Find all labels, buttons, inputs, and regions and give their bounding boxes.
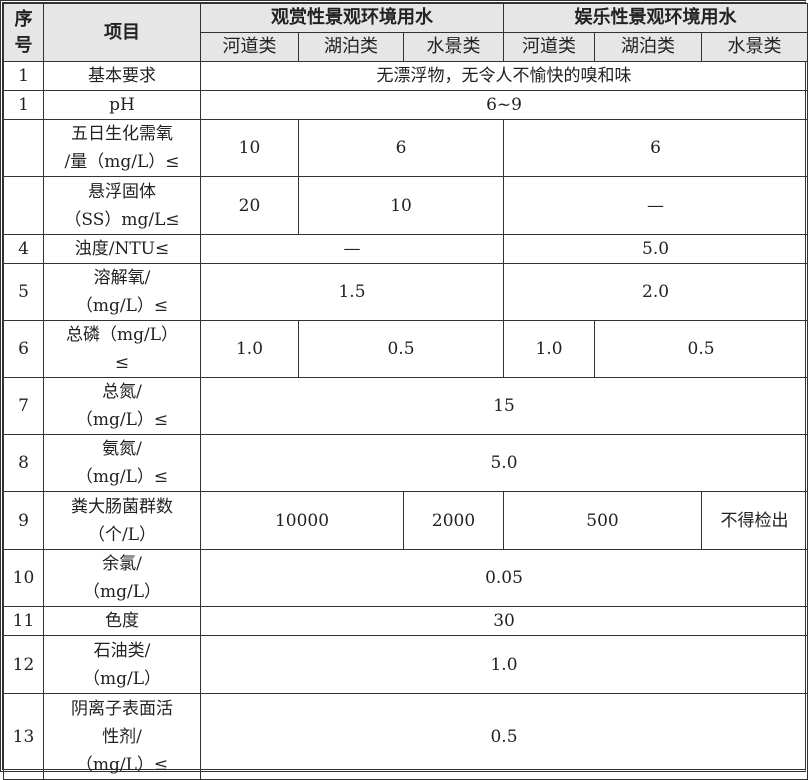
row-item: 色度 <box>43 606 201 636</box>
table-row: 5 溶解氧/ （mg/L）≤ 1.5 2.0 <box>3 263 809 321</box>
row-number: 7 <box>3 377 44 435</box>
header-item: 项目 <box>43 3 201 62</box>
row-item: 阴离子表面活 性剂/ （mg/L）≤ <box>43 693 201 780</box>
row-item: 溶解氧/ （mg/L）≤ <box>43 263 201 321</box>
row-value: 1.0 <box>200 320 299 378</box>
table-row: 6 总磷（mg/L） ≤1.0 0.5 1.0 0.5 <box>3 320 809 378</box>
row-number: 11 <box>3 606 44 636</box>
header-row-groups: 序 号 项目 观赏性景观环境用水 娱乐性景观环境用水 <box>3 3 809 62</box>
row-value: 5.0 <box>199 434 809 492</box>
table-row: 10 余氯/ （mg/L） 0.05 <box>3 549 809 607</box>
row-value: 10000 <box>200 491 404 550</box>
row-item: 五日生化需氧 /量（mg/L）≤ <box>43 119 201 177</box>
row-number <box>3 119 44 177</box>
row-value: 6~9 <box>199 90 809 120</box>
row-number: 4 <box>3 234 44 264</box>
header-row-subcols: 河道类 湖泊类 水景类 河道类 湖泊类 水景类 <box>4 32 809 62</box>
table-body: 1 基本要求 无漂浮物，无令人不愉快的嗅和味 1 pH 6~9 五日生化需氧 /量（mg/L… <box>3 61 809 780</box>
row-item: 总磷（mg/L） ≤ <box>43 320 201 378</box>
row-value: 1.0 <box>199 635 809 694</box>
row-value: 5.0 <box>503 234 809 264</box>
header-subcol: 水景类 <box>701 32 809 62</box>
row-item: 浊度/NTU≤ <box>43 234 201 264</box>
header-subcol: 湖泊类 <box>594 32 703 62</box>
row-item: 石油类/ （mg/L） <box>43 635 201 694</box>
header-subcol: 湖泊类 <box>298 32 404 62</box>
row-value: 1.5 <box>199 263 505 321</box>
table-row: 五日生化需氧 /量（mg/L）≤ 10 6 6 <box>3 119 809 177</box>
header-subcol: 河道类 <box>200 32 299 62</box>
row-number: 5 <box>3 263 44 321</box>
row-value: — <box>503 176 809 235</box>
table-row: 13 阴离子表面活 性剂/ （mg/L）≤ 0.5 <box>3 693 809 780</box>
row-value: — <box>199 234 505 264</box>
table-row: 12 石油类/ （mg/L） 1.0 <box>3 635 809 694</box>
row-number: 6 <box>3 320 44 378</box>
row-value: 0.5 <box>199 693 809 780</box>
row-value: 6 <box>297 119 505 177</box>
row-item: pH <box>43 90 201 120</box>
table-row: 4 浊度/NTU≤ —5.0 <box>3 234 809 264</box>
row-value: 30 <box>199 606 809 636</box>
row-value: 500 <box>503 491 703 550</box>
row-value: 1.0 <box>503 320 596 378</box>
row-number: 1 <box>3 61 44 91</box>
row-number <box>3 176 44 235</box>
row-value: 10 <box>297 176 505 235</box>
row-number: 13 <box>3 693 44 780</box>
header-number: 序 号 <box>3 3 44 62</box>
row-number: 8 <box>3 434 44 492</box>
table-row: 1 pH 6~9 <box>3 90 809 120</box>
row-value: 6 <box>503 119 809 177</box>
row-number: 10 <box>3 549 44 607</box>
row-item: 总氮/ （mg/L）≤ <box>43 377 201 435</box>
table-row: 9 粪大肠菌群数 （个/L） 10000 2000 500 不得检出 <box>3 491 809 550</box>
row-number: 12 <box>3 635 44 694</box>
header-group-recreational: 娱乐性景观环境用水 <box>503 3 809 33</box>
row-value: 0.05 <box>199 549 809 607</box>
header-group-ornamental: 观赏性景观环境用水 <box>199 3 505 33</box>
table-row: 11 色度 30 <box>3 606 809 636</box>
row-value: 不得检出 <box>701 491 809 550</box>
table-row: 1 基本要求 无漂浮物，无令人不愉快的嗅和味 <box>3 61 809 91</box>
row-item: 氨氮/ （mg/L）≤ <box>43 434 201 492</box>
row-value: 2.0 <box>503 263 809 321</box>
row-item: 基本要求 <box>43 61 201 91</box>
row-number: 9 <box>3 491 44 550</box>
header-subcol: 河道类 <box>503 32 596 62</box>
row-number: 1 <box>3 90 44 120</box>
row-value: 2000 <box>402 491 505 550</box>
row-value: 0.5 <box>297 320 505 378</box>
water-quality-table: 序 号 项目 观赏性景观环境用水 娱乐性景观环境用水 河道类 湖泊类 水景类 河… <box>3 3 809 780</box>
table-row: 悬浮固体 （SS）mg/L≤ 20 10— <box>3 176 809 235</box>
row-item: 余氯/ （mg/L） <box>43 549 201 607</box>
row-value: 0.5 <box>594 320 809 378</box>
row-value: 无漂浮物，无令人不愉快的嗅和味 <box>199 61 809 91</box>
row-item: 粪大肠菌群数 （个/L） <box>43 491 201 550</box>
table-row: 8 氨氮/ （mg/L）≤ 5.0 <box>3 434 809 492</box>
row-value: 15 <box>199 377 809 435</box>
header-subcol: 水景类 <box>402 32 505 62</box>
row-value: 10 <box>200 119 299 177</box>
row-value: 20 <box>200 176 299 235</box>
row-item: 悬浮固体 （SS）mg/L≤ <box>43 176 201 235</box>
table-row: 7 总氮/ （mg/L）≤ 15 <box>3 377 809 435</box>
